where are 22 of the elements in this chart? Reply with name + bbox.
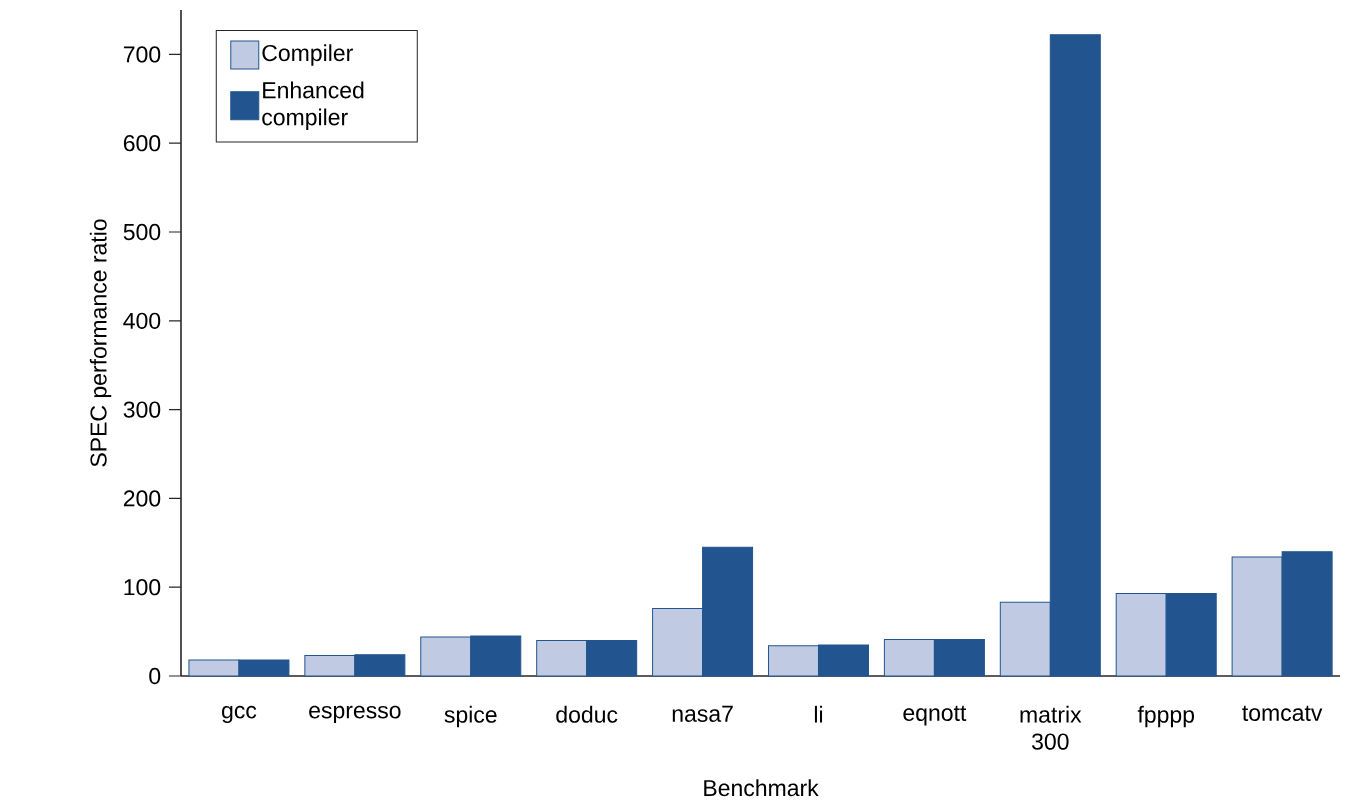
legend-label: Compiler	[262, 44, 353, 66]
y-tick-label: 500	[123, 223, 161, 241]
y-axis-title: SPEC performance ratio	[89, 219, 112, 467]
legend-label: Enhanced compiler	[262, 81, 364, 130]
y-tick-label: 200	[123, 490, 161, 507]
y-tick-label: 100	[124, 579, 161, 596]
y-tick-label: 0	[149, 667, 161, 685]
x-tick-label: matrix 300	[1020, 705, 1082, 750]
y-tick-label: 300	[123, 401, 161, 418]
y-tick-label: 600	[123, 135, 161, 152]
x-tick-label: gcc	[222, 705, 257, 724]
x-tick-label: doduc	[556, 705, 618, 723]
x-tick-label: eqnott	[903, 705, 967, 726]
x-axis-title: Benchmark	[704, 779, 819, 797]
x-tick-label: spice	[444, 705, 497, 728]
y-tick-label: 400	[123, 312, 161, 329]
x-tick-label: tomcatv	[1242, 705, 1323, 721]
x-tick-label: li	[814, 705, 823, 723]
x-tick-label: espresso	[309, 705, 401, 724]
y-tick-label: 700	[123, 46, 161, 63]
x-tick-label: nasa7	[672, 705, 733, 722]
x-tick-label: fpppp	[1137, 705, 1195, 728]
